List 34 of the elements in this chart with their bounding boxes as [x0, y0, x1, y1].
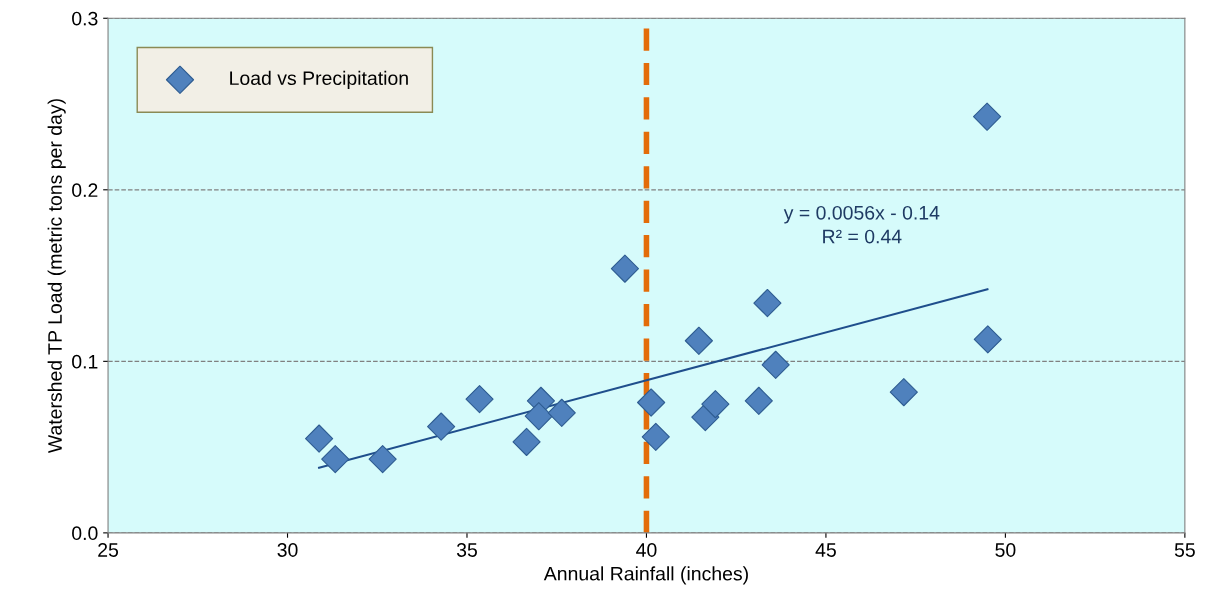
point: [637, 388, 666, 417]
x-tick-label: 50: [995, 543, 1016, 557]
point: [972, 102, 1002, 131]
y-tick-label: 0.2: [72, 183, 98, 198]
x-tick-label: 25: [98, 543, 119, 557]
legend-label: Load vs Precipitation: [230, 70, 408, 89]
x-tick-label: 55: [1174, 543, 1195, 557]
point: [641, 422, 670, 451]
x-tick-label: 40: [636, 543, 657, 557]
point: [744, 386, 773, 415]
point: [761, 350, 790, 379]
point: [524, 402, 553, 431]
point: [465, 384, 494, 414]
y-tick-label: 0.1: [72, 354, 98, 369]
y-axis-title: Watershed TP Load (metric tons per day): [47, 99, 66, 454]
point: [973, 325, 1002, 354]
point: [305, 424, 334, 453]
annotation: y = 0.0056x - 0.14 R² = 0.44: [783, 205, 940, 244]
point: [368, 445, 397, 474]
point: [321, 445, 350, 474]
point: [427, 412, 456, 441]
point: [684, 326, 713, 355]
x-axis-title: Annual Rainfall (inches): [543, 566, 748, 585]
x-tick-label: 45: [815, 543, 836, 557]
point: [547, 398, 576, 427]
point: [512, 427, 541, 457]
y-tick-label: 0.0: [72, 526, 98, 541]
point: [889, 378, 918, 407]
x-tick-label: 35: [456, 543, 477, 557]
y-tick-label: 0.3: [72, 11, 98, 26]
x-tick-label: 30: [277, 543, 298, 557]
point: [610, 254, 640, 283]
point: [701, 390, 730, 419]
point: [753, 288, 782, 318]
